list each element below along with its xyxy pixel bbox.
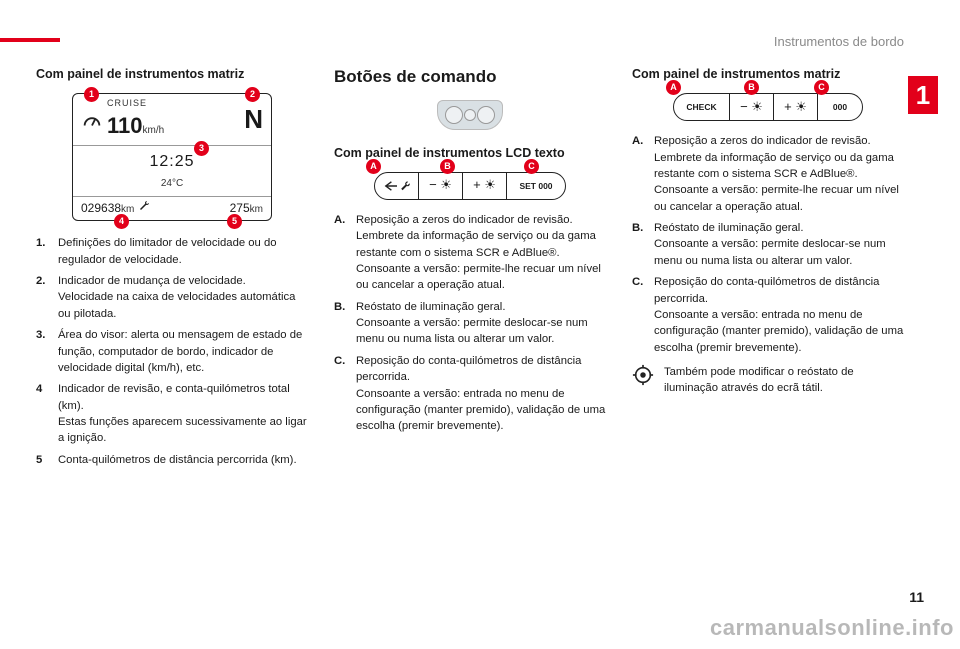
return-wrench-icon bbox=[383, 179, 411, 193]
callout-marker-5: 5 bbox=[227, 214, 242, 229]
matrix-button-strip-figure: A B C CHECK− ☀+ ☀000 bbox=[632, 93, 904, 121]
button-strip-segment: SET 000 bbox=[507, 173, 565, 199]
touchscreen-note: Também pode modificar o reóstato de ilum… bbox=[632, 364, 904, 397]
odometer-unit: km bbox=[121, 204, 134, 215]
lcd-button-strip-figure: A B C − ☀+ ☀SET 000 bbox=[334, 172, 606, 200]
button-strip-segment: + ☀ bbox=[774, 94, 818, 120]
definition-item: C.Reposição do conta-quilómetros de dist… bbox=[632, 274, 904, 356]
definition-text: Reposição do conta-quilómetros de distân… bbox=[356, 353, 606, 435]
definition-item: 4Indicador de revisão, e conta-quilómetr… bbox=[36, 381, 308, 447]
cruise-speed-unit: km/h bbox=[143, 125, 165, 136]
matrix-panel-figure: 1 2 3 4 5 CRUISE 110km/h bbox=[36, 93, 308, 221]
button-strip-segment: − ☀ bbox=[730, 94, 774, 120]
column-2: Botões de comando Com painel de instrume… bbox=[334, 65, 606, 473]
definition-text: Definições do limitador de velocidade ou… bbox=[58, 235, 308, 268]
gauge-cluster-icon bbox=[437, 100, 503, 130]
definition-number: A. bbox=[334, 212, 356, 294]
watermark-text: carmanualsonline.info bbox=[710, 615, 954, 641]
callout-marker-4: 4 bbox=[114, 214, 129, 229]
definition-number: 1. bbox=[36, 235, 58, 268]
definition-item: B.Reóstato de iluminação geral. Consoant… bbox=[632, 220, 904, 269]
definition-number: B. bbox=[632, 220, 654, 269]
callout-marker-c: C bbox=[524, 159, 539, 174]
temperature-display: 24°C bbox=[161, 177, 183, 192]
button-strip-segment: 000 bbox=[818, 94, 862, 120]
definition-text: Reóstato de iluminação geral. Consoante … bbox=[356, 299, 606, 348]
manual-page: Instrumentos de bordo 1 Com painel de in… bbox=[0, 0, 960, 649]
callout-marker-a: A bbox=[366, 159, 381, 174]
definition-text: Indicador de mudança de velocidade. Velo… bbox=[58, 273, 308, 322]
definition-text: Reóstato de iluminação geral. Consoante … bbox=[654, 220, 904, 269]
wrench-icon bbox=[138, 200, 150, 212]
definition-item: 5Conta-quilómetros de distância percorri… bbox=[36, 452, 308, 468]
definition-item: 3.Área do visor: alerta ou mensagem de e… bbox=[36, 327, 308, 376]
gauge-cluster-figure bbox=[334, 100, 606, 130]
col1-subtitle: Com painel de instrumentos matriz bbox=[36, 65, 308, 83]
cruise-speed: 110 bbox=[107, 113, 143, 138]
definition-text: Reposição a zeros do indicador de revisã… bbox=[356, 212, 606, 294]
speedometer-icon bbox=[81, 109, 103, 131]
column-1: Com painel de instrumentos matriz 1 2 3 … bbox=[36, 65, 308, 473]
clock-display: 12:25 bbox=[149, 150, 194, 173]
odometer-value: 029638 bbox=[81, 201, 121, 215]
chapter-number-badge: 1 bbox=[908, 76, 938, 114]
definition-number: 5 bbox=[36, 452, 58, 468]
target-icon bbox=[632, 364, 654, 386]
accent-bar bbox=[0, 38, 60, 42]
definition-text: Conta-quilómetros de distância percorrid… bbox=[58, 452, 308, 468]
definition-item: A.Reposição a zeros do indicador de revi… bbox=[632, 133, 904, 215]
page-category: Instrumentos de bordo bbox=[36, 34, 904, 49]
definition-item: 1.Definições do limitador de velocidade … bbox=[36, 235, 308, 268]
button-strip-segment: + ☀ bbox=[463, 173, 507, 199]
col3-definition-list: A.Reposição a zeros do indicador de revi… bbox=[632, 133, 904, 356]
button-strip-segment bbox=[375, 173, 419, 199]
col1-definition-list: 1.Definições do limitador de velocidade … bbox=[36, 235, 308, 468]
definition-number: B. bbox=[334, 299, 356, 348]
definition-number: 4 bbox=[36, 381, 58, 447]
definition-number: C. bbox=[334, 353, 356, 435]
definition-item: A.Reposição a zeros do indicador de revi… bbox=[334, 212, 606, 294]
definition-number: 2. bbox=[36, 273, 58, 322]
button-strip-segment: CHECK bbox=[674, 94, 730, 120]
definition-text: Indicador de revisão, e conta-quilómetro… bbox=[58, 381, 308, 447]
touchscreen-note-text: Também pode modificar o reóstato de ilum… bbox=[664, 364, 904, 397]
definition-number: C. bbox=[632, 274, 654, 356]
column-3: Com painel de instrumentos matriz A B C … bbox=[632, 65, 924, 473]
trip-unit: km bbox=[250, 204, 263, 215]
definition-text: Reposição do conta-quilómetros de distân… bbox=[654, 274, 904, 356]
trip-value: 275 bbox=[230, 201, 250, 215]
callout-marker-a2: A bbox=[666, 80, 681, 95]
definition-text: Reposição a zeros do indicador de revisã… bbox=[654, 133, 904, 215]
definition-number: A. bbox=[632, 133, 654, 215]
cruise-mode-label: CRUISE bbox=[107, 97, 164, 110]
definition-item: B.Reóstato de iluminação geral. Consoant… bbox=[334, 299, 606, 348]
definition-text: Área do visor: alerta ou mensagem de est… bbox=[58, 327, 308, 376]
definition-item: C.Reposição do conta-quilómetros de dist… bbox=[334, 353, 606, 435]
page-number: 11 bbox=[909, 589, 924, 605]
section-title: Botões de comando bbox=[334, 65, 606, 90]
button-strip-segment: − ☀ bbox=[419, 173, 463, 199]
definition-item: 2.Indicador de mudança de velocidade. Ve… bbox=[36, 273, 308, 322]
definition-number: 3. bbox=[36, 327, 58, 376]
gear-indicator: N bbox=[244, 101, 263, 139]
callout-marker-b: B bbox=[440, 159, 455, 174]
col2-definition-list: A.Reposição a zeros do indicador de revi… bbox=[334, 212, 606, 435]
